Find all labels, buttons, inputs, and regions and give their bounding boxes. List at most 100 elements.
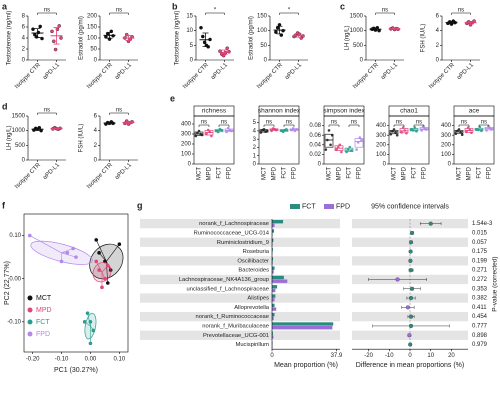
data-point	[226, 126, 230, 130]
bar	[272, 257, 274, 261]
panel-letter: e	[170, 93, 175, 103]
data-point	[57, 24, 61, 28]
category-label: Prevotellaceae_UCG-001	[203, 333, 269, 339]
data-point	[290, 128, 293, 132]
significance-label: ns	[351, 120, 357, 126]
p-value: 1.54e-3	[472, 221, 493, 227]
spoke	[87, 313, 91, 327]
row-stripe	[140, 312, 340, 322]
error-bar	[202, 32, 209, 47]
significance-bracket	[393, 124, 405, 127]
x-tick-label: -0.10	[55, 357, 69, 363]
frame	[388, 115, 430, 165]
x-tick-label: Isotype CTR	[86, 62, 114, 90]
y-tick-label: 50	[90, 47, 97, 53]
data-point	[395, 133, 399, 137]
y-tick-label: 500	[15, 143, 26, 149]
y-tick-label: 100	[257, 28, 268, 34]
y-tick-label: 4	[253, 128, 257, 134]
p-value: 0.199	[472, 258, 488, 264]
category-label: norank_f_Ruminococcaceae	[196, 314, 269, 320]
y-tick-label: 100	[181, 152, 192, 158]
significance-label: ns	[116, 108, 122, 114]
legend-label: FPD	[36, 331, 50, 338]
significance-bracket	[348, 124, 360, 127]
y-tick-label: 0	[94, 58, 98, 64]
significance-bracket	[109, 12, 129, 15]
data-point	[225, 46, 229, 51]
significance-bracket	[279, 12, 299, 15]
panel-title: richness	[202, 108, 227, 115]
significance-bracket	[109, 112, 129, 115]
bar	[272, 223, 275, 228]
y-tick-label: 0	[190, 58, 194, 64]
data-point	[97, 268, 101, 272]
legend-label: MPD	[36, 307, 52, 314]
data-point	[459, 131, 462, 134]
y-tick-label: 0	[253, 162, 257, 168]
data-point	[394, 131, 397, 134]
y-tick-label: 4	[436, 28, 440, 34]
bar	[272, 288, 276, 293]
data-point	[65, 251, 70, 255]
bar	[272, 331, 273, 335]
data-point	[293, 129, 297, 133]
category-label: Ruminiclostridium_9	[217, 240, 269, 246]
x-tick-label: FPD	[422, 166, 428, 179]
significance-bracket	[205, 12, 225, 15]
significance-bracket	[375, 12, 395, 15]
y-tick-label: 400	[376, 123, 387, 129]
difference-point	[408, 268, 414, 273]
data-point	[59, 36, 63, 40]
significance-label: ns	[266, 120, 272, 126]
data-point	[105, 281, 110, 285]
y-axis-label: Testosterone (ng/ml)	[175, 11, 181, 66]
data-point	[274, 30, 278, 34]
data-point	[392, 128, 396, 131]
bar	[272, 316, 274, 321]
data-point	[40, 36, 44, 41]
data-point	[259, 131, 263, 134]
p-value: 0.382	[472, 296, 488, 302]
legend-marker	[27, 331, 33, 337]
data-point	[59, 259, 64, 264]
data-point	[454, 132, 458, 136]
significance-label: ns	[416, 120, 422, 126]
difference-point	[407, 333, 412, 338]
y-axis-label: LH (ng/L)	[7, 125, 13, 150]
y-tick-label: 0	[318, 162, 322, 168]
x-tick-label: FCT	[282, 167, 288, 179]
x-tick-label: MCT	[262, 167, 268, 180]
y-tick-label: 0	[360, 58, 364, 64]
x-tick-label: αPD-L1	[380, 62, 399, 81]
y-tick-label: 6	[94, 114, 98, 120]
data-point	[200, 133, 204, 137]
x-tick-label: 20	[448, 353, 455, 359]
y-tick-label: 15	[186, 14, 193, 20]
data-point	[201, 34, 205, 39]
significance-label: ns	[286, 120, 292, 126]
bar	[272, 303, 275, 308]
p-value: 0.272	[472, 277, 488, 283]
data-point	[281, 28, 285, 33]
data-point	[50, 29, 54, 34]
significance-label: ns	[382, 8, 388, 14]
p-value: 0.271	[472, 268, 488, 274]
x-tick-label: FCT	[217, 167, 223, 179]
y-tick-label: 2	[94, 143, 98, 149]
data-point	[457, 128, 461, 131]
bar	[272, 285, 278, 289]
y-axis-label: FSH (IU/L)	[79, 124, 85, 153]
box	[324, 133, 334, 148]
y-tick-label: 400	[181, 122, 192, 128]
significance-label: *	[214, 8, 217, 14]
category-label: Oscillibacter	[237, 258, 269, 264]
data-point	[275, 128, 278, 132]
y-tick-label: 100	[441, 152, 452, 158]
error-bar	[372, 27, 379, 31]
data-point	[281, 130, 285, 134]
y-tick-label: 4	[94, 128, 98, 134]
x-tick-label: MPD	[337, 166, 343, 180]
y-axis-label: Testosterone (ng/ml)	[7, 11, 13, 66]
data-point	[420, 129, 423, 132]
